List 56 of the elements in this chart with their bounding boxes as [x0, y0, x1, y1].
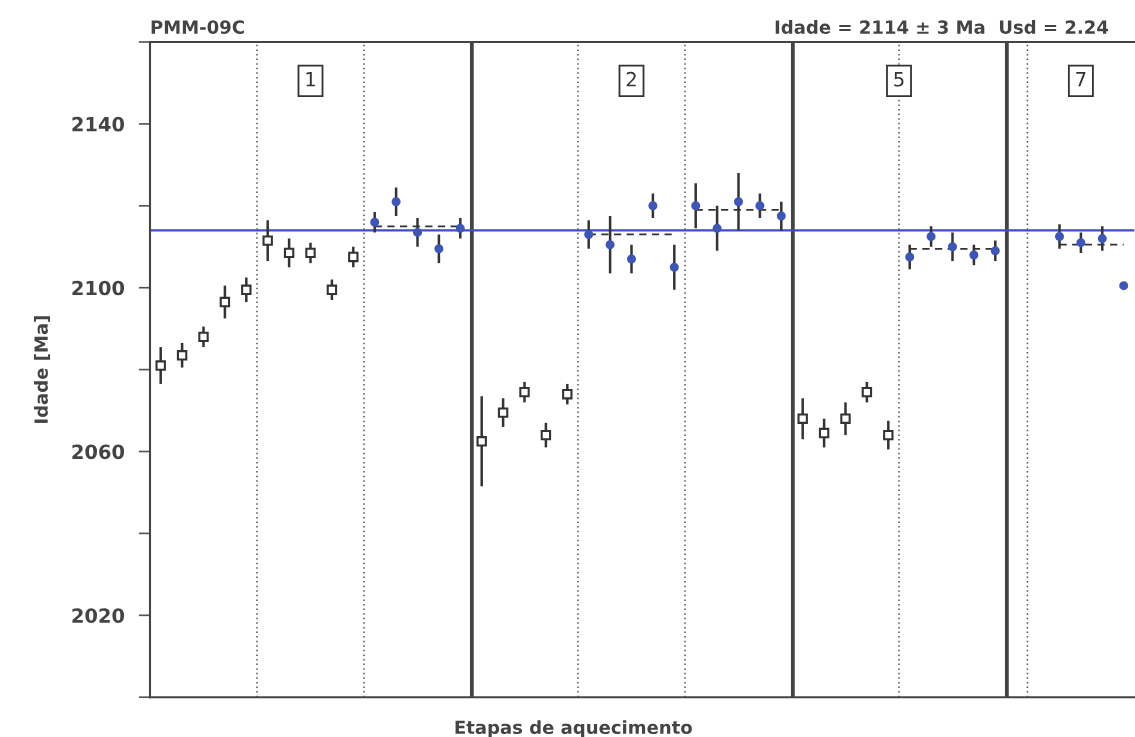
point	[176, 350, 188, 361]
point	[733, 197, 744, 207]
point	[669, 262, 679, 272]
point	[283, 247, 295, 259]
point	[1119, 281, 1129, 291]
point	[455, 223, 465, 233]
point	[1097, 234, 1107, 244]
point	[262, 235, 273, 246]
chart-title: PMM-09C	[151, 20, 244, 34]
point	[219, 296, 231, 308]
point	[326, 284, 338, 295]
point	[797, 413, 808, 424]
point	[840, 413, 851, 424]
annotation: 1	[306, 72, 315, 87]
point	[990, 246, 1000, 256]
point	[519, 386, 530, 398]
point	[1054, 232, 1065, 242]
y-tick-label: 2020	[72, 608, 125, 623]
point	[969, 250, 979, 260]
point	[1076, 238, 1086, 248]
point	[626, 254, 637, 264]
x-axis-title: Etapas de aquecimento	[455, 720, 692, 737]
point	[305, 247, 316, 259]
chart-subtitle: Idade = 2114 ± 3 Ma Usd = 2.24	[775, 20, 1109, 34]
point	[712, 223, 722, 233]
point	[861, 386, 873, 398]
point	[755, 201, 765, 211]
point	[155, 360, 166, 371]
point	[562, 388, 573, 400]
point	[241, 284, 252, 295]
point	[412, 227, 423, 237]
point	[926, 232, 936, 242]
y-tick-label: 2060	[72, 444, 125, 460]
point	[497, 407, 509, 418]
point	[370, 217, 380, 227]
point	[905, 252, 915, 262]
point	[434, 244, 444, 254]
point	[348, 251, 359, 263]
point	[776, 211, 786, 221]
point	[691, 201, 701, 211]
point	[476, 436, 487, 447]
annotation: 7	[1076, 72, 1086, 87]
point	[584, 229, 594, 239]
point	[947, 242, 958, 252]
annotation: 2	[626, 71, 636, 87]
y-axis-title: Idade [Ma]	[33, 316, 51, 423]
y-tick-label: 2100	[72, 280, 125, 296]
point	[391, 197, 401, 207]
annotation: 5	[894, 72, 904, 87]
y-tick-label: 2140	[72, 116, 125, 132]
point	[605, 240, 615, 250]
point	[648, 201, 658, 211]
point	[818, 427, 830, 439]
point	[883, 429, 894, 441]
point	[198, 331, 209, 343]
point	[540, 429, 552, 441]
